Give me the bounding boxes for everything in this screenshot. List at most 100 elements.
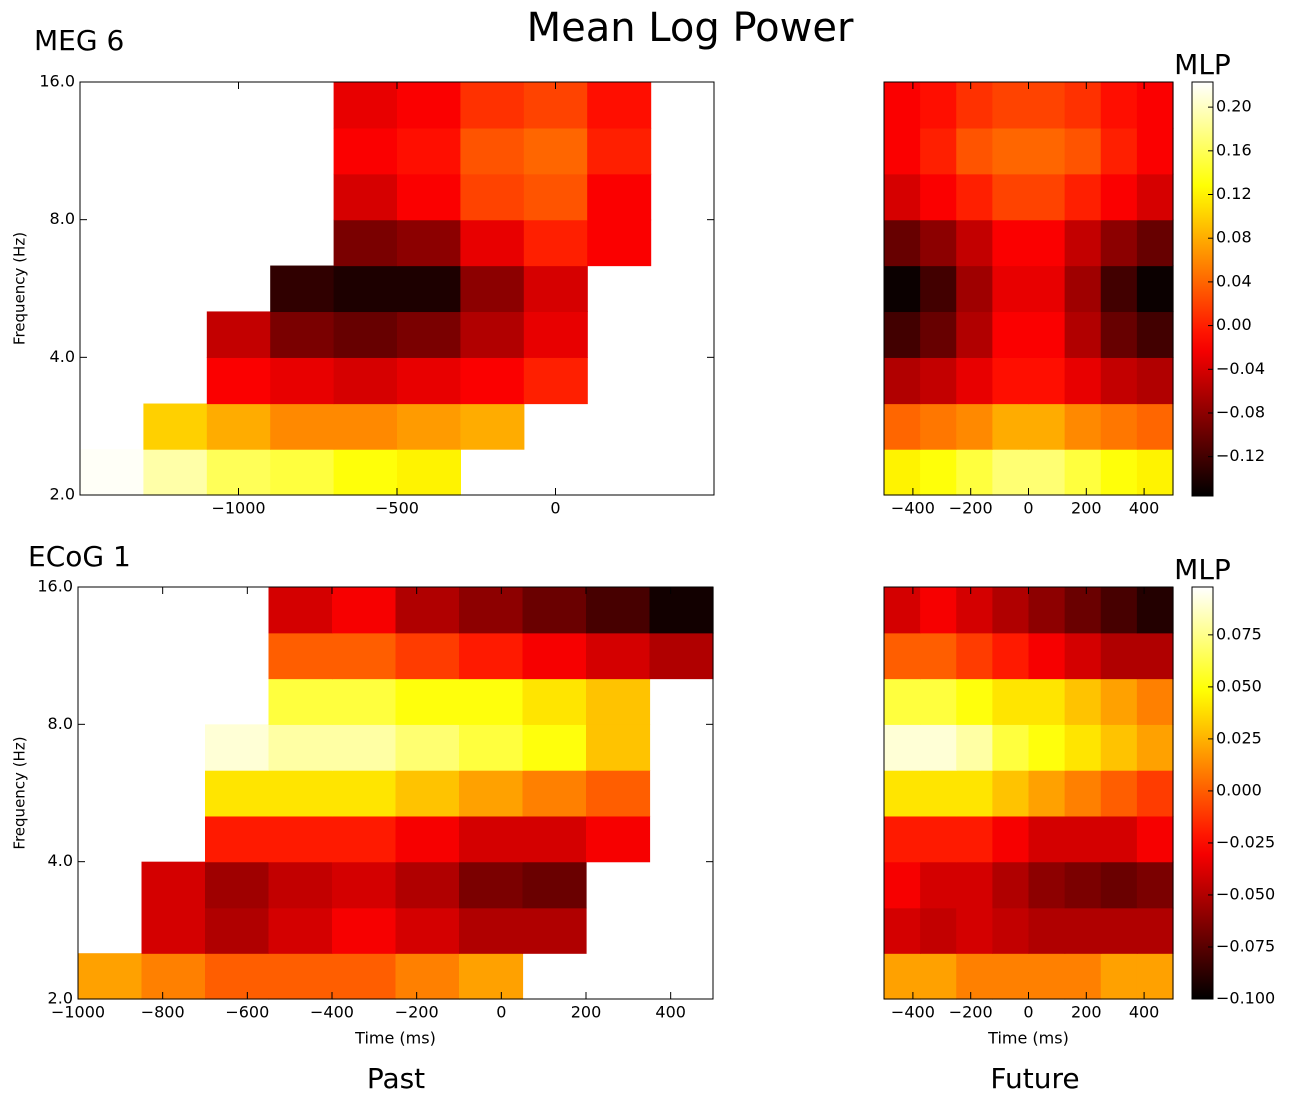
heatmap-cell xyxy=(333,173,398,221)
heatmap-cell xyxy=(522,632,587,680)
heatmap-cell xyxy=(1028,265,1066,313)
heatmap-cell xyxy=(205,953,270,1000)
heatmap-cell xyxy=(459,953,524,1000)
heatmap-cell xyxy=(395,815,460,863)
heatmap-cell xyxy=(270,265,335,313)
heatmap-cell xyxy=(1028,403,1066,450)
heatmap-cell xyxy=(395,953,460,1000)
heatmap-cell xyxy=(992,724,1030,771)
heatmap-cell xyxy=(206,403,271,450)
heatmap-cell xyxy=(1028,632,1066,680)
x-tick-label: 0 xyxy=(550,499,560,518)
x-tick-label: 0 xyxy=(1023,1003,1033,1022)
heatmap-cell xyxy=(1136,311,1174,358)
colorbar-tick-label: 0.08 xyxy=(1216,228,1252,247)
heatmap-cell xyxy=(992,815,1030,863)
heatmap-cell xyxy=(1100,82,1138,129)
heatmap-cell xyxy=(1100,219,1138,267)
heatmap-cell xyxy=(395,678,460,725)
heatmap-cell xyxy=(920,173,957,221)
heatmap-cell xyxy=(992,357,1030,405)
x-tick-label: −800 xyxy=(141,1003,185,1022)
heatmap-cell xyxy=(1064,632,1102,680)
x-tick-label: −400 xyxy=(310,1003,354,1022)
panel-title: ECoG 1 xyxy=(28,540,131,573)
heatmap-cell xyxy=(1028,219,1066,267)
y-axis-label: Frequency (Hz) xyxy=(11,232,29,345)
heatmap-cell xyxy=(1136,357,1174,405)
heatmap-cell xyxy=(268,770,333,817)
heatmap-cell xyxy=(1100,265,1138,313)
heatmap-cell xyxy=(1064,678,1102,725)
heatmap-cell xyxy=(992,219,1030,267)
heatmap-cell xyxy=(884,815,921,863)
plot-frame xyxy=(77,586,714,1000)
heatmap-cell xyxy=(1136,861,1174,909)
heatmap-cell xyxy=(956,724,993,771)
heatmap-cell xyxy=(920,632,957,680)
heatmap-cell xyxy=(587,173,652,221)
heatmap-cell xyxy=(460,265,525,313)
x-axis-label: Time (ms) xyxy=(354,1029,436,1048)
y-tick-label: 2.0 xyxy=(50,485,75,504)
colorbar-tick-label: 0.16 xyxy=(1216,140,1252,159)
heatmap-cell xyxy=(205,907,270,954)
heatmap-cell xyxy=(586,587,651,634)
heatmap-cell xyxy=(270,357,335,405)
heatmap-cell xyxy=(1064,265,1102,313)
heatmap-cell xyxy=(1100,587,1138,634)
heatmap-cell xyxy=(460,173,525,221)
heatmap-cell xyxy=(332,724,397,771)
heatmap-cell xyxy=(143,449,208,496)
heatmap-cell xyxy=(397,449,461,496)
heatmap-cell xyxy=(992,770,1030,817)
colorbar-tick-label: −0.12 xyxy=(1216,446,1265,465)
heatmap-cell xyxy=(205,815,270,863)
heatmap-cell xyxy=(332,861,397,909)
x-tick-label: −400 xyxy=(891,499,935,518)
colorbar-tick-label: 0.075 xyxy=(1216,624,1262,643)
x-tick-label: −200 xyxy=(949,499,993,518)
heatmap-cell xyxy=(459,770,524,817)
heatmap-cell xyxy=(397,219,461,267)
heatmap-cell xyxy=(459,724,524,771)
colorbar-tick-label: 0.050 xyxy=(1216,676,1262,695)
heatmap-cell xyxy=(1136,770,1174,817)
heatmap-cell xyxy=(956,449,993,496)
heatmap-cell xyxy=(920,219,957,267)
heatmap-cell xyxy=(1064,82,1102,129)
heatmap-cell xyxy=(143,403,208,450)
heatmap-cell xyxy=(1028,678,1066,725)
heatmap-cell xyxy=(522,587,587,634)
y-tick-label: 16.0 xyxy=(39,72,75,91)
heatmap-cell xyxy=(460,357,525,405)
heatmap-cell xyxy=(956,632,993,680)
colorbar-label: MLP xyxy=(1174,48,1231,81)
heatmap-cell xyxy=(1028,907,1066,954)
x-tick-label: −200 xyxy=(395,1003,439,1022)
y-axis-label: Frequency (Hz) xyxy=(11,736,29,849)
colorbar-tick-label: −0.08 xyxy=(1216,402,1265,421)
heatmap-cell xyxy=(1064,311,1102,358)
heatmap-cell xyxy=(920,861,957,909)
heatmap-cell xyxy=(523,311,588,358)
heatmap-cell xyxy=(884,82,921,129)
colorbar-tick-label: 0.00 xyxy=(1216,315,1252,334)
heatmap-cell xyxy=(1136,724,1174,771)
heatmap-cell xyxy=(268,632,333,680)
heatmap-cell xyxy=(920,265,957,313)
heatmap-cell xyxy=(332,770,397,817)
heatmap-cell xyxy=(1028,127,1066,175)
y-tick-label: 2.0 xyxy=(48,989,73,1008)
heatmap-cell xyxy=(1136,587,1174,634)
heatmap-cell xyxy=(992,632,1030,680)
heatmap-cell xyxy=(992,953,1030,1000)
heatmap-cell xyxy=(1136,265,1174,313)
heatmap-cell xyxy=(333,311,398,358)
heatmap-cell xyxy=(884,265,921,313)
heatmap-cell xyxy=(395,587,460,634)
heatmap-cell xyxy=(649,587,714,634)
heatmap-cell xyxy=(459,907,524,954)
heatmap-cell xyxy=(920,449,957,496)
